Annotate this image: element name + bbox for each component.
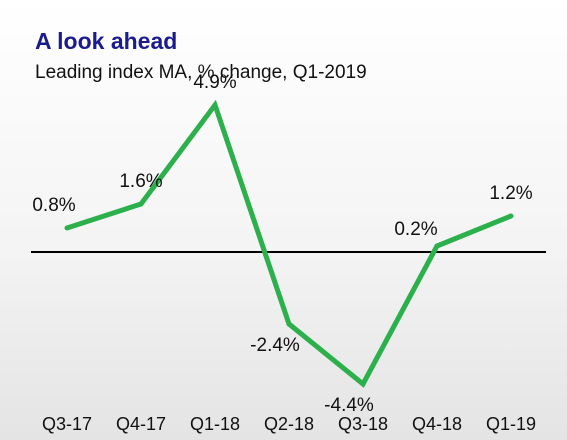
data-label: 1.6%: [119, 171, 162, 192]
data-point: [286, 321, 292, 327]
data-point: [508, 213, 514, 219]
chart-subtitle: Leading index MA, % change, Q1-2019: [35, 62, 367, 83]
data-point: [138, 201, 144, 207]
data-points: 0.8% 1.6% 4.9% -2.4% -4.4% 0.2% 1.2%: [32, 72, 532, 416]
x-tick-label: Q3-17: [42, 414, 92, 434]
data-label: 4.9%: [193, 72, 236, 93]
data-label: 1.2%: [489, 183, 532, 204]
data-label: -4.4%: [324, 395, 374, 416]
data-label: -2.4%: [250, 335, 300, 356]
x-tick-label: Q1-18: [190, 414, 240, 434]
data-label: 0.8%: [32, 195, 75, 216]
x-tick-label: Q1-19: [486, 414, 536, 434]
x-tick-label: Q3-18: [338, 414, 388, 434]
x-tick-label: Q2-18: [264, 414, 314, 434]
data-point: [360, 381, 366, 387]
x-axis-tick-labels: Q3-17 Q4-17 Q1-18 Q2-18 Q3-18 Q4-18 Q1-19: [42, 414, 536, 434]
x-tick-label: Q4-18: [412, 414, 462, 434]
chart-title: A look ahead: [35, 28, 178, 54]
x-tick-label: Q4-17: [116, 414, 166, 434]
data-point: [212, 102, 218, 108]
data-point: [64, 225, 70, 231]
data-label: 0.2%: [394, 219, 437, 240]
data-point: [434, 243, 440, 249]
